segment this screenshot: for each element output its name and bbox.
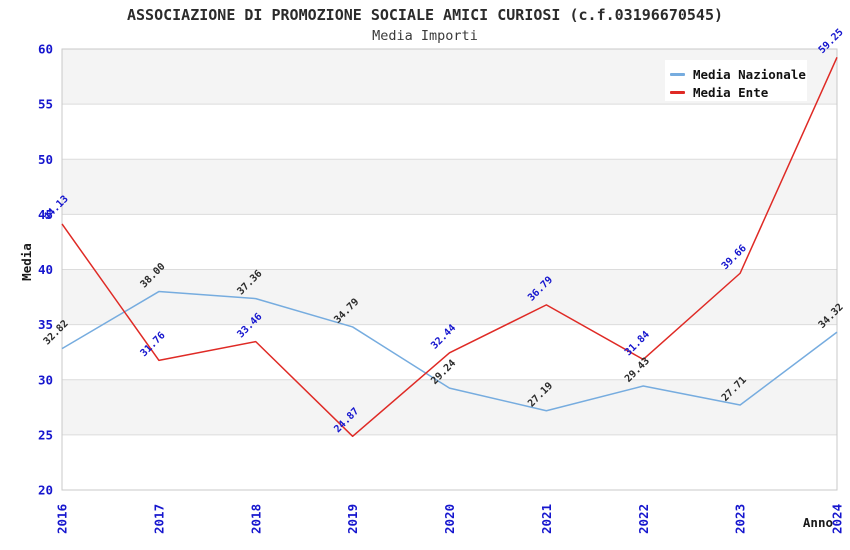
y-axis-tick-label: 55 <box>38 97 53 112</box>
data-point-label-media-ente: 32.44 <box>429 323 458 352</box>
plot-band <box>62 379 837 435</box>
y-axis-tick-label: 50 <box>38 152 53 167</box>
legend-label-media-nazionale: Media Nazionale <box>693 66 806 82</box>
chart-title: ASSOCIAZIONE DI PROMOZIONE SOCIALE AMICI… <box>126 6 724 24</box>
x-axis-tick-label: 2024 <box>830 504 845 534</box>
y-axis-tick-label: 40 <box>38 262 53 277</box>
data-point-label-media-ente: 31.84 <box>623 329 652 358</box>
y-axis-title: Media <box>19 243 34 281</box>
x-axis-tick-label: 2023 <box>733 504 748 534</box>
y-axis-tick-label: 20 <box>38 483 53 498</box>
series-line-media-ente <box>61 56 838 438</box>
legend-label-media-ente: Media Ente <box>693 84 769 100</box>
legend-item-media-nazionale: Media Nazionale <box>670 65 807 83</box>
x-axis-tick-label: 2019 <box>345 504 360 534</box>
legend-swatch-media-nazionale <box>670 72 685 76</box>
legend-swatch-media-ente <box>670 90 685 94</box>
y-axis-tick-label: 60 <box>38 42 53 57</box>
plot-band <box>62 269 837 325</box>
x-axis-tick-label: 2020 <box>442 504 457 534</box>
x-axis-tick-label: 2018 <box>248 504 263 534</box>
plot-band <box>62 159 837 215</box>
plot-border <box>61 48 838 491</box>
chart-subtitle: Media Importi <box>372 28 478 44</box>
data-point-label-media-ente: 31.76 <box>139 330 168 359</box>
x-axis-tick-label: 2022 <box>636 504 651 534</box>
x-axis-tick-label: 2016 <box>55 504 70 534</box>
y-axis-tick-label: 25 <box>38 427 53 442</box>
y-axis-tick-label: 45 <box>38 207 53 222</box>
x-axis-tick-label: 2017 <box>151 504 166 534</box>
legend-item-media-ente: Media Ente <box>670 83 807 101</box>
x-axis-title: Anno <box>803 515 833 530</box>
y-axis-tick-label: 30 <box>38 372 53 387</box>
y-axis-tick-label: 35 <box>38 317 53 332</box>
series-line-media-nazionale <box>61 290 838 412</box>
data-point-label-media-ente: 39.66 <box>720 243 749 272</box>
x-axis-tick-label: 2021 <box>539 504 554 534</box>
legend: Media Nazionale Media Ente <box>665 60 807 101</box>
